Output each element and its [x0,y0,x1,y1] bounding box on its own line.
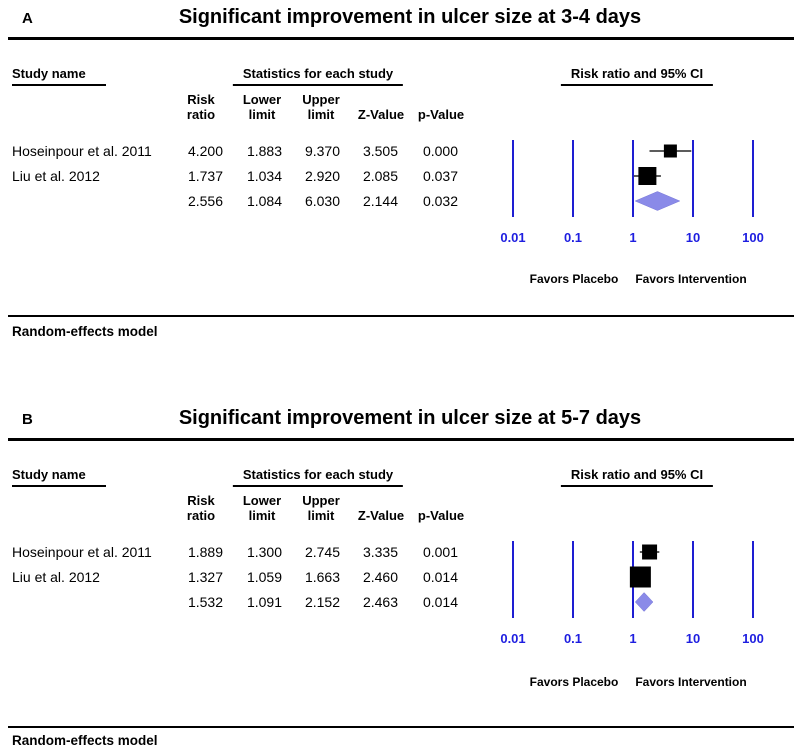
model-note: Random-effects model [12,324,158,339]
study-marker-square [638,167,657,185]
stat-value: 9.370 [304,143,340,159]
title-rule [8,37,794,40]
stat-column-header: Z-Value [357,508,405,523]
stat-value: 2.144 [362,193,398,209]
summary-row: 2.556 1.084 6.030 2.144 0.032 [0,193,470,209]
stat-value: 2.463 [362,594,398,610]
study-marker-square [629,566,651,588]
footer-rule [8,315,794,317]
stat-value: 1.034 [246,168,282,184]
stat-value: 2.920 [304,168,340,184]
stat-value: 1.327 [187,569,223,585]
stat-value: 2.460 [362,569,398,585]
stat-column-header: limit [248,107,276,122]
stat-column-header: Lower [242,493,282,508]
stat-column-header: p-Value [417,107,465,122]
stat-value: 3.505 [362,143,398,159]
stat-value: 1.084 [246,193,282,209]
panel-b: B Significant improvement in ulcer size … [0,401,800,756]
table-row: Hoseinpour et al. 2011 4.200 1.883 9.370 3.5… [0,143,470,159]
stat-value: 1.663 [304,569,340,585]
summary-diamond [634,592,654,612]
x-axis-tick-label: 0.1 [563,230,583,245]
stat-column-header: Lower [242,92,282,107]
column-header-risk-ratio-ci: Risk ratio and 95% CI [560,467,714,487]
x-axis-tick-label: 100 [742,631,764,646]
x-axis-tick-label: 0.01 [500,230,526,245]
stat-value: 0.032 [422,193,458,209]
x-axis-tick-label: 1 [629,631,637,646]
study-name: Liu et al. 2012 [12,569,100,585]
favors-left-label: Favors Placebo [529,675,619,689]
stat-value: 0.014 [422,594,458,610]
x-axis-tick-label: 100 [742,230,764,245]
stat-value: 2.152 [304,594,340,610]
column-header-risk-ratio-ci: Risk ratio and 95% CI [560,66,714,86]
stat-value: 1.300 [246,544,282,560]
title-rule [8,438,794,441]
stat-column-header: Risk [187,493,215,508]
stat-value: 0.037 [422,168,458,184]
stat-column-header: Z-Value [357,107,405,122]
table-row: Liu et al. 2012 1.327 1.059 1.663 2.460 0.014 [0,569,470,585]
stat-value: 6.030 [304,193,340,209]
study-name: Hoseinpour et al. 2011 [12,544,152,560]
stat-column-header: ratio [186,107,216,122]
x-axis-tick-label: 10 [685,631,701,646]
stat-column-header: limit [248,508,276,523]
stat-value: 3.335 [362,544,398,560]
stat-value: 2.556 [187,193,223,209]
study-marker-square [642,544,658,560]
model-note: Random-effects model [12,733,158,748]
stat-value: 0.001 [422,544,458,560]
stat-value: 2.745 [304,544,340,560]
stat-value: 1.883 [246,143,282,159]
column-header-statistics: Statistics for each study [232,66,404,86]
stat-value: 0.000 [422,143,458,159]
stat-value: 1.532 [187,594,223,610]
study-name: Liu et al. 2012 [12,168,100,184]
stat-column-header: limit [307,107,335,122]
study-name: Hoseinpour et al. 2011 [12,143,152,159]
stat-value: 1.737 [187,168,223,184]
table-row: Liu et al. 2012 1.737 1.034 2.920 2.085 0.037 [0,168,470,184]
summary-diamond [634,191,681,211]
column-header-statistics: Statistics for each study [232,467,404,487]
stat-value: 4.200 [187,143,223,159]
column-header-study-name: Study name [12,467,106,487]
panel-title: Significant improvement in ulcer size at… [178,6,642,28]
stat-column-header: p-Value [417,508,465,523]
stat-value: 2.085 [362,168,398,184]
favors-left-label: Favors Placebo [529,272,619,286]
favors-right-label: Favors Intervention [635,272,747,286]
footer-rule [8,726,794,728]
panel-label: B [22,411,33,428]
x-axis-tick-label: 1 [629,230,637,245]
table-row: Hoseinpour et al. 2011 1.889 1.300 2.745 3.3… [0,544,470,560]
x-axis-tick-label: 0.01 [500,631,526,646]
favors-right-label: Favors Intervention [635,675,747,689]
x-axis-tick-label: 10 [685,230,701,245]
panel-a: A Significant improvement in ulcer size … [0,6,794,339]
stat-column-header: Upper [302,92,340,107]
panel-label: A [22,10,33,27]
x-axis-tick-label: 0.1 [563,631,583,646]
panel-title: Significant improvement in ulcer size at… [178,407,642,429]
stat-column-header: Upper [302,493,340,508]
stat-column-header: Risk [187,92,215,107]
study-marker-square [663,144,677,158]
summary-row: 1.532 1.091 2.152 2.463 0.014 [0,594,470,610]
stat-column-header: limit [307,508,335,523]
stat-value: 1.059 [246,569,282,585]
column-header-study-name: Study name [12,66,106,86]
stat-value: 0.014 [422,569,458,585]
stat-value: 1.091 [246,594,282,610]
stat-column-header: ratio [186,508,216,523]
stat-value: 1.889 [187,544,223,560]
